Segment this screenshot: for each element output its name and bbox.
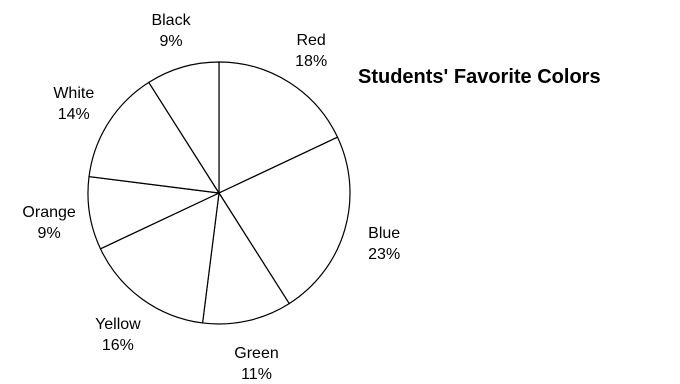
- slice-value-red: 18%: [295, 53, 327, 70]
- slice-label-green: Green: [234, 345, 278, 362]
- slice-label-black: Black: [151, 12, 191, 29]
- labels-layer: Red 18% Blue 23% Green 11% Yellow 16% Orange 9% Wh…: [22, 12, 400, 383]
- chart-title: Students' Favorite Colors: [358, 66, 601, 88]
- slice-value-white: 14%: [58, 106, 90, 123]
- pie-slice-white: [88, 81, 221, 194]
- pie-slice-red: [218, 61, 339, 194]
- slice-label-orange: Orange: [22, 204, 75, 221]
- pie-slice-yellow: [99, 191, 220, 324]
- slice-value-green: 11%: [241, 366, 272, 379]
- slice-value-yellow: 16%: [102, 337, 134, 354]
- slice-value-blue: 23%: [368, 246, 400, 263]
- slice-label-blue: Blue: [368, 225, 400, 242]
- slice-label-yellow: Yellow: [95, 316, 141, 333]
- pie-slice-green: [201, 191, 291, 325]
- pie-slice-blue: [218, 136, 351, 305]
- slice-value-black: 9%: [159, 33, 182, 50]
- slice-label-red: Red: [296, 32, 325, 49]
- slices-layer: [87, 61, 351, 325]
- pie-slice-black: [147, 61, 220, 196]
- slice-value-orange: 9%: [38, 225, 61, 242]
- slice-label-white: White: [53, 85, 94, 102]
